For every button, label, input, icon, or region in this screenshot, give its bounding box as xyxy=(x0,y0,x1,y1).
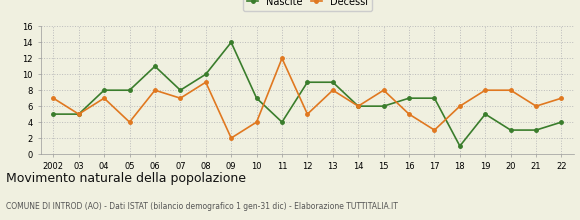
Decessi xyxy=(75,113,82,116)
Nascite xyxy=(329,81,336,84)
Nascite xyxy=(278,121,285,123)
Nascite xyxy=(431,97,438,99)
Line: Decessi: Decessi xyxy=(52,57,563,140)
Decessi xyxy=(50,97,57,99)
Decessi xyxy=(253,121,260,123)
Decessi xyxy=(101,97,108,99)
Decessi xyxy=(507,89,514,92)
Decessi xyxy=(126,121,133,123)
Nascite xyxy=(253,97,260,99)
Decessi xyxy=(482,89,489,92)
Text: Movimento naturale della popolazione: Movimento naturale della popolazione xyxy=(6,172,246,185)
Decessi xyxy=(355,105,362,108)
Nascite xyxy=(202,73,209,76)
Nascite xyxy=(151,65,158,68)
Legend: Nascite, Decessi: Nascite, Decessi xyxy=(243,0,372,11)
Nascite xyxy=(177,89,184,92)
Decessi xyxy=(304,113,311,116)
Decessi xyxy=(431,129,438,131)
Nascite xyxy=(558,121,565,123)
Decessi xyxy=(405,113,412,116)
Nascite xyxy=(126,89,133,92)
Decessi xyxy=(278,57,285,60)
Nascite xyxy=(456,145,463,147)
Nascite xyxy=(482,113,489,116)
Decessi xyxy=(558,97,565,99)
Line: Nascite: Nascite xyxy=(52,41,563,148)
Decessi xyxy=(151,89,158,92)
Nascite xyxy=(405,97,412,99)
Nascite xyxy=(304,81,311,84)
Nascite xyxy=(532,129,539,131)
Decessi xyxy=(202,81,209,84)
Decessi xyxy=(380,89,387,92)
Nascite xyxy=(50,113,57,116)
Nascite xyxy=(228,41,235,44)
Decessi xyxy=(228,137,235,139)
Nascite xyxy=(507,129,514,131)
Decessi xyxy=(329,89,336,92)
Text: COMUNE DI INTROD (AO) - Dati ISTAT (bilancio demografico 1 gen-31 dic) - Elabora: COMUNE DI INTROD (AO) - Dati ISTAT (bila… xyxy=(6,202,398,211)
Nascite xyxy=(380,105,387,108)
Nascite xyxy=(101,89,108,92)
Decessi xyxy=(456,105,463,108)
Nascite xyxy=(355,105,362,108)
Nascite xyxy=(75,113,82,116)
Decessi xyxy=(532,105,539,108)
Decessi xyxy=(177,97,184,99)
